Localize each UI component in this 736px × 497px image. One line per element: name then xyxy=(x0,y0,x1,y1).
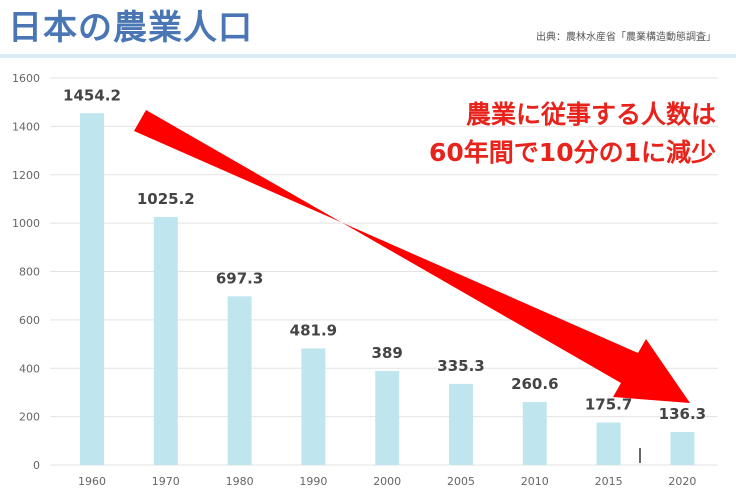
bar-chart: 1454.2 1025.2 697.3 481.9 389 335.3 260.6 175.7… xyxy=(12,72,718,488)
value-label: 260.6 xyxy=(511,375,558,393)
bar-1970 xyxy=(153,217,178,465)
annotation-callout: 農業に従事する人数は 60年間で10分の1に減少 xyxy=(429,96,716,172)
x-tick-label: 2010 xyxy=(521,475,549,488)
trend-arrow xyxy=(134,110,690,403)
annotation-line-2: 60年間で10分の1に減少 xyxy=(429,138,716,167)
bar-1960 xyxy=(80,113,104,465)
bars xyxy=(80,113,695,465)
y-tick-label: 600 xyxy=(19,314,40,327)
y-tick-label: 200 xyxy=(19,411,40,424)
value-labels: 1454.2 1025.2 697.3 481.9 389 335.3 260.6 175.7… xyxy=(63,86,706,423)
annotation-line-1: 農業に従事する人数は xyxy=(465,100,716,129)
y-tick-label: 1600 xyxy=(12,72,40,85)
value-label: 175.7 xyxy=(585,396,632,414)
y-tick-label: 1000 xyxy=(12,217,40,230)
x-tick-label: 1980 xyxy=(226,475,254,488)
bar-2005 xyxy=(449,383,473,465)
page-title: 日本の農業人口 xyxy=(8,8,253,48)
y-tick-label: 1200 xyxy=(12,169,40,182)
value-label: 481.9 xyxy=(290,321,337,339)
value-label: 335.3 xyxy=(437,357,484,375)
x-tick-label: 1990 xyxy=(299,475,327,488)
bar-1980 xyxy=(227,296,252,465)
bar-2020 xyxy=(670,432,695,465)
value-label: 136.3 xyxy=(659,405,706,423)
bar-2010 xyxy=(522,401,547,465)
y-tick-label: 800 xyxy=(19,266,40,279)
y-tick-label: 1400 xyxy=(12,120,40,133)
x-axis-ticks: 1960 1970 1980 1990 2000 2005 2010 2015 2020 xyxy=(78,475,696,488)
x-tick-label: 2020 xyxy=(668,475,696,488)
title-underline xyxy=(0,54,736,58)
y-axis-ticks: 0 200 400 600 800 1000 1200 1400 1600 xyxy=(12,72,40,472)
bar-2015 xyxy=(596,422,621,465)
y-tick-label: 0 xyxy=(33,459,40,472)
trend-arrow-group xyxy=(134,110,690,403)
source-note: 出典：農林水産省「農業構造動態調査」 xyxy=(536,32,716,43)
x-tick-label: 2005 xyxy=(447,475,475,488)
x-tick-label: 1960 xyxy=(78,475,106,488)
x-tick-label: 2015 xyxy=(595,475,623,488)
x-tick-label: 2000 xyxy=(373,475,401,488)
value-label: 697.3 xyxy=(216,269,263,287)
bar-2000 xyxy=(375,370,400,465)
y-tick-label: 400 xyxy=(19,362,40,375)
value-label: 389 xyxy=(372,344,403,362)
value-label: 1025.2 xyxy=(137,190,195,208)
bar-1990 xyxy=(301,348,326,465)
x-tick-label: 1970 xyxy=(152,475,180,488)
value-label: 1454.2 xyxy=(63,86,121,104)
